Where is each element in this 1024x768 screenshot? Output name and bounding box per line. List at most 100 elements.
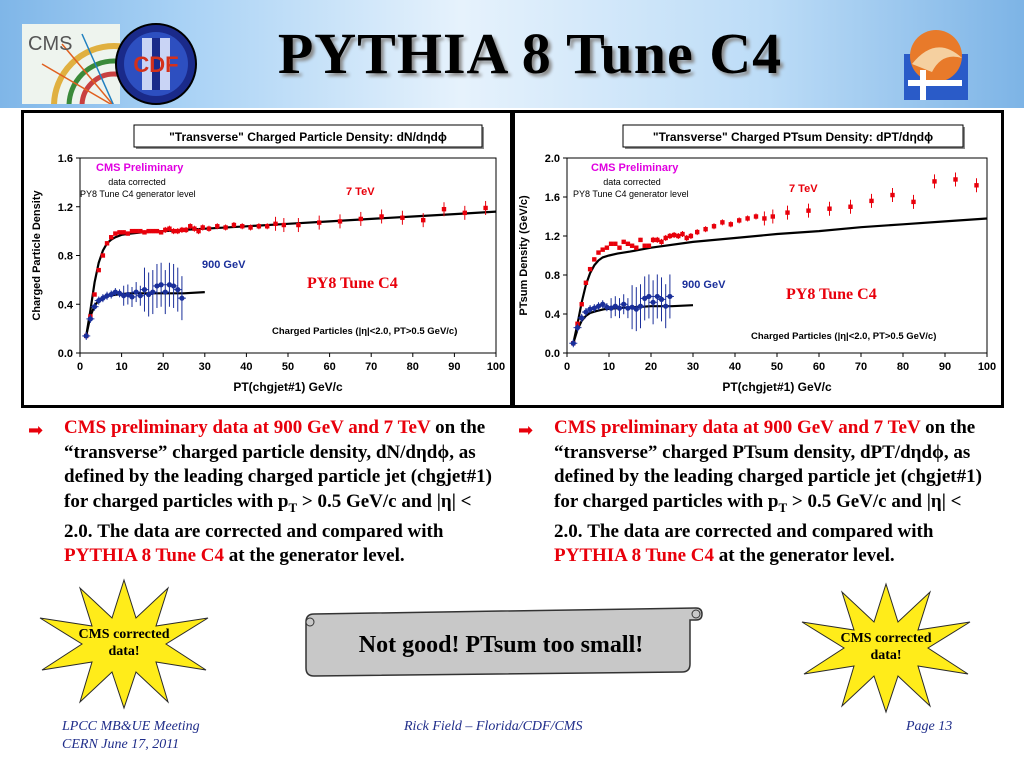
data-point-7tev: [175, 228, 180, 234]
data-point-7tev: [231, 222, 237, 228]
left-chart: "Transverse" Charged Particle Density: d…: [31, 124, 505, 394]
data-point-7tev: [608, 241, 614, 246]
data-point-7tev: [596, 250, 601, 255]
data-point-7tev: [659, 239, 664, 245]
data-point-7tev: [625, 241, 631, 246]
x-tick-label: 40: [729, 361, 741, 373]
data-point-7tev: [974, 183, 979, 188]
data-point-7tev: [650, 237, 656, 243]
cms-logo: CMS: [22, 24, 177, 169]
bullet-subscript: T: [778, 499, 788, 515]
y-axis-label: Charged Particle Density: [31, 190, 43, 321]
x-tick-label: 10: [115, 361, 127, 373]
data-point-7tev: [646, 243, 652, 248]
left-starburst-text: CMS corrected data!: [78, 627, 170, 659]
data-point-900gev: [646, 293, 652, 300]
y-tick-label: 1.2: [545, 231, 560, 243]
data-point-7tev: [753, 214, 759, 219]
data-point-900gev: [175, 287, 181, 293]
starburst-shape: [801, 582, 971, 714]
y-tick-label: 0.0: [58, 348, 73, 360]
cms-logo-text: CMS: [28, 33, 72, 55]
data-point-900gev: [637, 303, 644, 309]
data-point-900gev: [137, 293, 143, 299]
cms-preliminary-label: CMS Preliminary: [96, 162, 184, 174]
data-point-900gev: [579, 315, 585, 321]
chart-title-box: [622, 124, 964, 148]
data-point-7tev: [96, 267, 101, 273]
footer-left-line1: LPCC MB&UE Meeting: [62, 719, 200, 734]
data-point-7tev: [163, 227, 168, 233]
data-point-7tev: [92, 292, 97, 297]
data-point-7tev: [206, 226, 212, 231]
y-tick-label: 2.0: [545, 153, 560, 165]
x-tick-label: 70: [365, 361, 377, 373]
data-point-7tev: [762, 216, 767, 221]
y-tick-label: 0.4: [545, 309, 561, 321]
footer-center: Rick Field – Florida/CDF/CMS: [404, 719, 583, 734]
data-point-7tev: [248, 225, 253, 230]
data-point-7tev: [121, 230, 126, 235]
data-point-7tev: [256, 224, 262, 229]
data-point-900gev: [629, 304, 635, 310]
data-corrected-note: data corrected: [603, 177, 661, 187]
data-point-7tev: [634, 245, 639, 250]
data-point-7tev: [281, 222, 287, 228]
data-point-7tev: [154, 228, 160, 234]
cdf-logo: CDF: [114, 22, 198, 106]
data-point-7tev: [869, 198, 874, 204]
py8-tune-label: PY8 Tune C4: [786, 286, 877, 303]
data-point-7tev: [728, 222, 733, 227]
data-point-7tev: [737, 218, 742, 223]
right-chart: "Transverse" Charged PTsum Density: dPT/…: [518, 124, 996, 394]
data-point-7tev: [579, 302, 584, 307]
bullet-subscript: T: [288, 499, 298, 515]
data-point-7tev: [663, 235, 668, 241]
data-point-7tev: [358, 216, 363, 222]
data-point-7tev: [223, 225, 228, 230]
data-point-7tev: [932, 179, 937, 184]
y-tick-label: 1.2: [58, 202, 73, 214]
data-point-7tev: [695, 229, 700, 235]
py8-tune-label: PY8 Tune C4: [307, 275, 398, 292]
data-point-7tev: [667, 233, 673, 239]
data-point-7tev: [462, 210, 467, 216]
data-point-900gev: [91, 304, 98, 310]
footer-page-number: Page 13: [906, 719, 953, 734]
data-point-7tev: [703, 226, 708, 232]
bullet-body: on the “transverse” charged PTsum densit…: [554, 417, 982, 512]
x-tick-label: 0: [77, 361, 83, 373]
data-point-7tev: [129, 228, 135, 234]
left-chart-panel: "Transverse" Charged Particle Density: d…: [21, 110, 513, 408]
data-point-900gev: [570, 340, 576, 346]
y-tick-label: 1.6: [58, 153, 73, 165]
data-point-7tev: [296, 222, 301, 228]
scroll-banner-text: Not good! PTsum too small!: [358, 632, 644, 658]
data-point-900gev: [621, 301, 627, 307]
bullet-arrow-icon: ➡: [518, 420, 534, 441]
x-tick-label: 20: [157, 361, 169, 373]
x-tick-label: 60: [813, 361, 825, 373]
x-tick-label: 70: [855, 361, 867, 373]
data-point-900gev: [108, 291, 114, 298]
x-tick-label: 100: [978, 361, 996, 373]
data-point-900gev: [100, 295, 106, 301]
data-point-7tev: [150, 228, 155, 234]
data-point-7tev: [953, 177, 958, 182]
label-900gev: 900 GeV: [682, 279, 726, 291]
bullet-highlight-2: PYTHIA 8 Tune C4: [64, 545, 224, 567]
x-tick-label: 50: [771, 361, 783, 373]
data-point-7tev: [642, 243, 647, 248]
label-7tev: 7 TeV: [346, 186, 375, 198]
bullet-body-2: > 0.5 GeV/c and |η| < 2.0. The data are …: [64, 490, 472, 542]
data-point-900gev: [83, 333, 89, 339]
data-point-7tev: [142, 230, 147, 235]
data-point-7tev: [104, 241, 110, 246]
data-point-7tev: [158, 230, 164, 235]
data-point-7tev: [676, 233, 681, 239]
data-point-7tev: [215, 224, 220, 229]
data-point-7tev: [441, 206, 447, 212]
data-point-900gev: [608, 305, 614, 311]
data-point-900gev: [150, 289, 156, 295]
data-point-7tev: [745, 216, 750, 221]
